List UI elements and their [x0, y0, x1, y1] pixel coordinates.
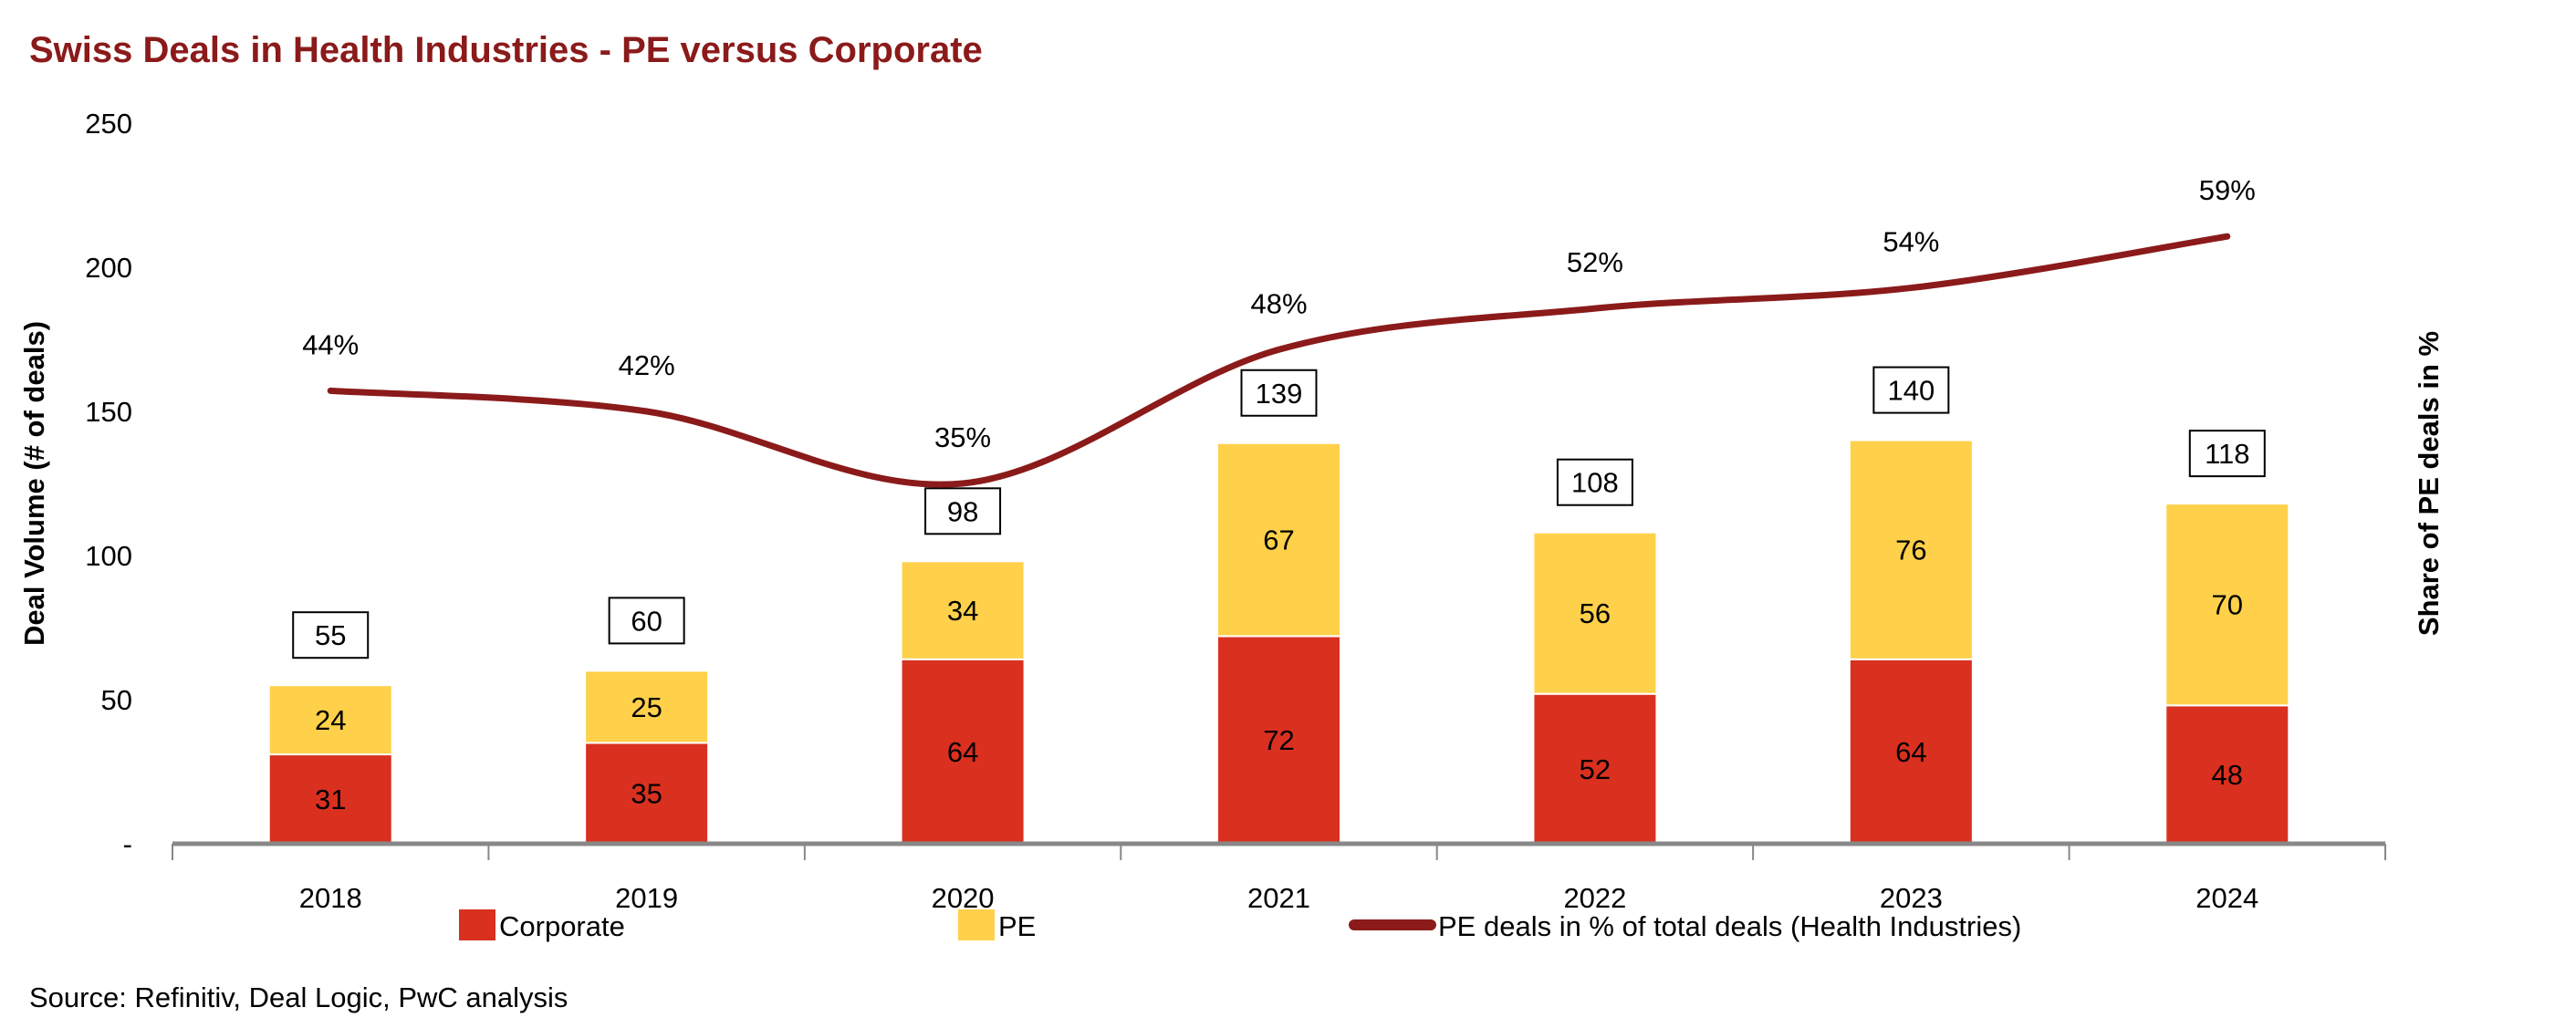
data-label-corporate: 64 [947, 736, 978, 768]
data-label-pe-share: 59% [2199, 174, 2256, 206]
data-label-pe-share: 44% [302, 328, 359, 360]
bar-corporate [1216, 635, 1341, 845]
total-label: 55 [315, 619, 346, 651]
data-label-corporate: 64 [1895, 736, 1926, 768]
data-label-pe: 34 [947, 595, 978, 627]
bar-pe [267, 684, 393, 756]
total-label-box [1556, 458, 1633, 506]
total-label: 118 [2205, 438, 2249, 470]
x-tick-label: 2020 [932, 882, 995, 914]
legend-label-pe: PE [998, 910, 1036, 942]
bar-corporate [1532, 692, 1658, 845]
legend: Corporate PE PE deals in % of total deal… [459, 909, 2021, 942]
total-label-box [292, 611, 370, 659]
plot-area: - 50 100 150 200 250 31 24 55 2018 35 25 60 2019 64 34 9… [85, 108, 2386, 914]
data-label-pe-share: 52% [1567, 246, 1623, 278]
total-label: 98 [947, 495, 978, 527]
x-tick-label: 2019 [615, 882, 678, 914]
total-label-box [1872, 366, 1950, 414]
x-tick-label: 2023 [1880, 882, 1943, 914]
data-label-corporate: 48 [2212, 759, 2243, 791]
data-label-pe-share: 42% [619, 349, 675, 381]
bar-corporate [267, 753, 393, 845]
data-label-pe-share: 54% [1882, 226, 1939, 258]
legend-label-corporate: Corporate [499, 910, 625, 942]
data-label-pe: 76 [1895, 535, 1926, 566]
total-label: 139 [1256, 378, 1303, 410]
total-label-box [608, 597, 685, 645]
bar-corporate [1848, 658, 1974, 846]
legend-label-share: PE deals in % of total deals (Health Ind… [1438, 910, 2021, 942]
bar-pe [584, 670, 710, 744]
data-label-pe: 24 [315, 704, 346, 736]
y-tick-label: 150 [85, 396, 132, 428]
y-axis-title: Deal Volume (# of deals) [18, 321, 50, 646]
data-label-pe-share: 48% [1250, 287, 1307, 319]
bar-pe [1848, 439, 1974, 660]
total-label-box [2188, 430, 2266, 478]
y-tick-label: 100 [85, 540, 132, 572]
bar-pe [900, 560, 1026, 660]
y-tick-label: 250 [85, 108, 132, 140]
data-label-pe: 70 [2212, 589, 2243, 621]
data-label-pe: 67 [1263, 524, 1294, 556]
legend-swatch-pe [958, 909, 995, 940]
total-label-box [924, 487, 1002, 535]
x-tick-label: 2024 [2195, 882, 2258, 914]
total-label: 140 [1887, 375, 1935, 407]
source-note: Source: Refinitiv, Deal Logic, PwC analy… [29, 981, 568, 1013]
bar-pe [1216, 441, 1341, 638]
y2-axis-title: Share of PE deals in % [2413, 331, 2445, 636]
data-label-corporate: 35 [631, 778, 662, 810]
x-tick-label: 2022 [1563, 882, 1626, 914]
bar-pe [2164, 503, 2290, 707]
y-tick-label: 200 [85, 252, 132, 284]
line-pe-share [327, 233, 2231, 488]
data-label-pe-share: 35% [934, 421, 991, 453]
y-tick-label: 50 [101, 684, 132, 716]
chart-title: Swiss Deals in Health Industries - PE ve… [29, 30, 983, 70]
data-label-corporate: 52 [1580, 753, 1611, 785]
bar-corporate [584, 742, 710, 846]
legend-swatch-corporate [459, 909, 495, 940]
data-label-pe: 56 [1580, 597, 1611, 629]
y-tick-label: - [123, 828, 132, 860]
data-label-pe: 25 [631, 691, 662, 723]
x-tick-label: 2018 [299, 882, 362, 914]
total-label-box [1240, 369, 1318, 417]
total-label: 60 [631, 605, 662, 637]
total-label: 108 [1571, 467, 1619, 499]
data-label-corporate: 31 [315, 784, 346, 815]
bar-pe [1532, 531, 1658, 695]
x-tick-label: 2021 [1247, 882, 1310, 914]
data-label-corporate: 72 [1263, 724, 1294, 756]
bar-corporate [2164, 704, 2290, 845]
